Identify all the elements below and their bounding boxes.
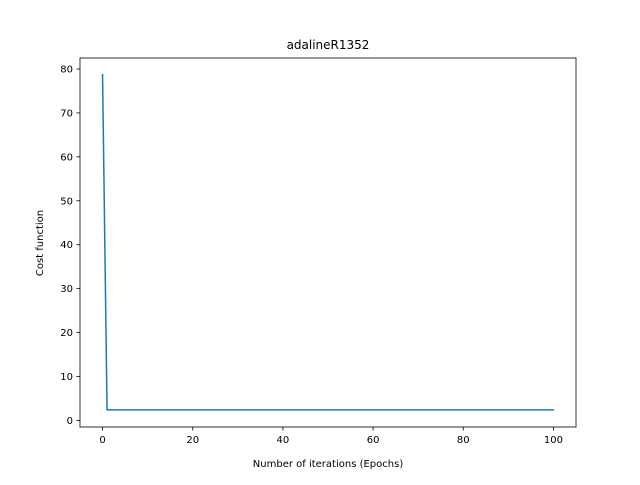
y-tick-label: 40 bbox=[60, 240, 73, 251]
y-tick-label: 50 bbox=[60, 196, 73, 207]
chart-title: adalineR1352 bbox=[287, 38, 370, 52]
x-tick-label: 100 bbox=[544, 435, 563, 446]
x-tick-label: 20 bbox=[186, 435, 199, 446]
plot-area bbox=[101, 73, 555, 411]
y-axis-label: Cost function bbox=[35, 210, 46, 276]
series-line-cost bbox=[101, 73, 555, 411]
y-tick-label: 20 bbox=[60, 328, 73, 339]
y-tick-label: 60 bbox=[60, 152, 73, 163]
y-tick-label: 70 bbox=[60, 108, 73, 119]
y-tick-label: 10 bbox=[60, 372, 73, 383]
x-axis: 0 20 40 60 80 100 bbox=[99, 427, 563, 446]
x-tick-label: 0 bbox=[99, 435, 105, 446]
y-axis: 0 10 20 30 40 50 60 70 80 bbox=[60, 64, 80, 427]
x-tick-label: 40 bbox=[277, 435, 290, 446]
x-axis-label: Number of iterations (Epochs) bbox=[253, 459, 404, 470]
axis-frame bbox=[79, 57, 577, 428]
y-tick-label: 80 bbox=[60, 64, 73, 75]
axes-spines bbox=[79, 57, 577, 428]
x-tick-label: 80 bbox=[457, 435, 470, 446]
x-tick-label: 60 bbox=[367, 435, 380, 446]
y-tick-label: 0 bbox=[67, 416, 73, 427]
y-tick-label: 30 bbox=[60, 284, 73, 295]
